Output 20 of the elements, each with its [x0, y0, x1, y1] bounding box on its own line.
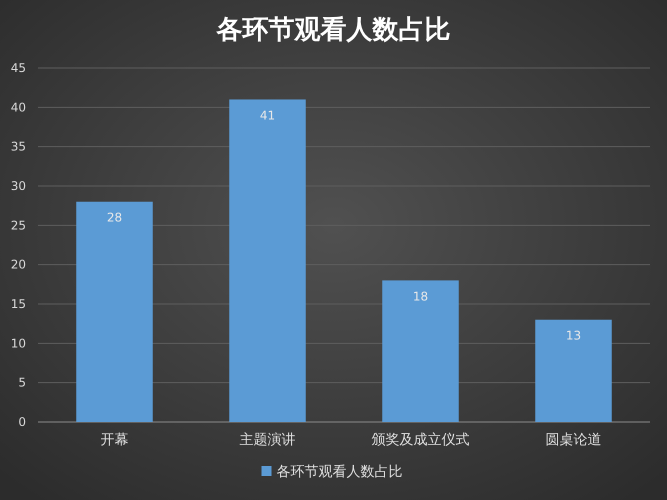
y-tick-label: 35: [10, 140, 26, 154]
y-tick-label: 25: [10, 218, 26, 232]
x-tick-label: 圆桌论道: [546, 432, 602, 448]
x-tick-label: 颁奖及成立仪式: [372, 432, 470, 448]
y-tick-label: 0: [18, 415, 26, 429]
y-tick-label: 40: [10, 100, 26, 114]
y-tick-label: 5: [18, 376, 26, 390]
y-tick-label: 15: [10, 297, 26, 311]
x-tick-label: 主题演讲: [240, 432, 296, 448]
data-label: 41: [260, 108, 276, 122]
y-tick-label: 30: [10, 179, 26, 193]
data-label: 13: [566, 328, 582, 343]
y-tick-label: 10: [10, 336, 26, 350]
data-label: 28: [106, 210, 122, 225]
y-tick-label: 45: [10, 61, 26, 75]
legend-label: 各环节观看人数占比: [276, 464, 402, 480]
chart-title: 各环节观看人数占比: [216, 15, 450, 45]
y-tick-label: 20: [10, 258, 26, 272]
data-label: 18: [412, 289, 428, 304]
x-tick-label: 开幕: [100, 432, 128, 448]
